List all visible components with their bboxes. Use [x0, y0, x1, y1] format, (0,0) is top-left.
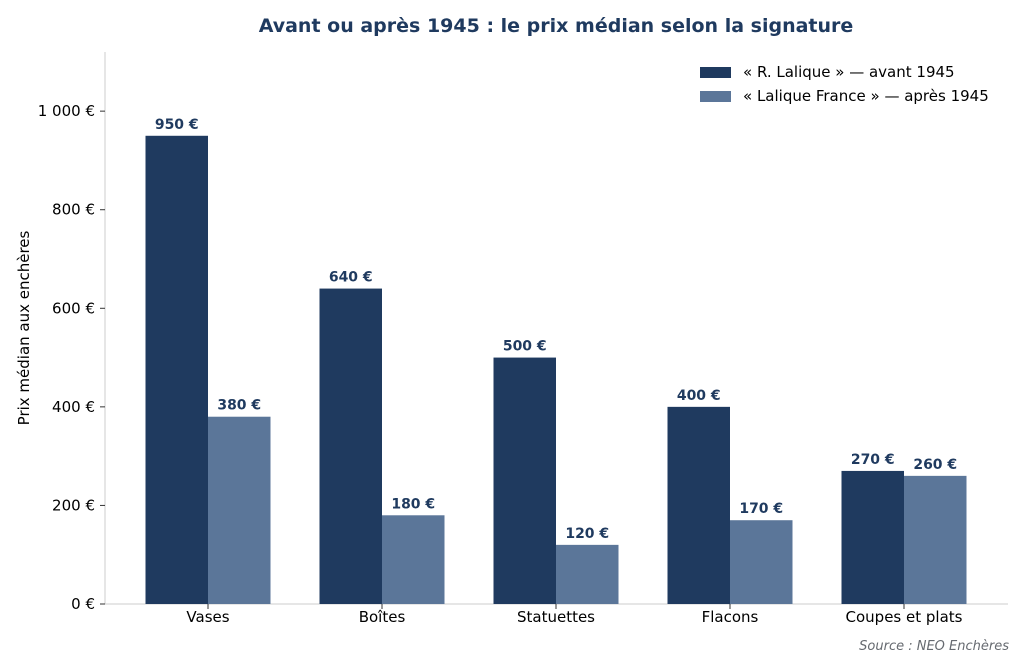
y-tick-label: 1 000 € — [38, 102, 95, 120]
bar-after-1945 — [904, 475, 967, 604]
x-axis-ticks: Vases Boîtes Statuettes Flacons Coupes et pl… — [186, 604, 963, 626]
bar-value-label: 270 € — [851, 452, 895, 468]
y-tick-label: 200 € — [52, 496, 95, 514]
bar-before-1945 — [319, 288, 382, 604]
bar-value-label: 640 € — [329, 270, 373, 286]
bar-value-label: 120 € — [565, 526, 609, 542]
bar-after-1945 — [382, 515, 445, 604]
bar-value-label: 500 € — [503, 339, 547, 355]
bar-value-label: 260 € — [913, 457, 957, 473]
bar-after-1945 — [730, 520, 793, 604]
y-tick-label: 600 € — [52, 299, 95, 317]
legend-label: « Lalique France » — après 1945 — [743, 87, 989, 105]
chart-title: Avant ou après 1945 : le prix médian sel… — [259, 15, 854, 37]
x-tick-label: Vases — [186, 608, 229, 626]
y-axis-ticks: 0 € 200 € 400 € 600 € 800 € 1 000 € — [38, 102, 105, 613]
source-note: Source : NEO Enchères — [859, 639, 1009, 654]
bar-value-label: 180 € — [391, 496, 435, 512]
bar-after-1945 — [556, 544, 619, 604]
legend-swatch — [700, 67, 731, 78]
y-axis-label: Prix médian aux enchères — [15, 230, 33, 425]
bar-before-1945 — [145, 135, 208, 605]
bar-before-1945 — [493, 357, 556, 604]
bar-before-1945 — [667, 406, 730, 604]
bar-value-label: 380 € — [217, 398, 261, 414]
x-tick-label: Statuettes — [517, 608, 595, 626]
x-tick-label: Boîtes — [359, 608, 406, 626]
legend-label: « R. Lalique » — avant 1945 — [743, 63, 955, 81]
bar-value-label: 170 € — [739, 501, 783, 517]
bar-after-1945 — [208, 416, 271, 604]
legend-swatch — [700, 91, 731, 102]
bars: 950 € 380 € 640 € 180 € 500 € 120 € 400 € 170 €… — [145, 117, 967, 605]
bar-before-1945 — [841, 470, 904, 604]
legend: « R. Lalique » — avant 1945 « Lalique Fra… — [700, 63, 989, 105]
bar-value-label: 950 € — [155, 117, 199, 133]
y-tick-label: 800 € — [52, 201, 95, 219]
y-tick-label: 0 € — [71, 595, 95, 613]
bar-value-label: 400 € — [677, 388, 721, 404]
x-tick-label: Coupes et plats — [846, 608, 963, 626]
y-tick-label: 400 € — [52, 398, 95, 416]
x-tick-label: Flacons — [702, 608, 759, 626]
